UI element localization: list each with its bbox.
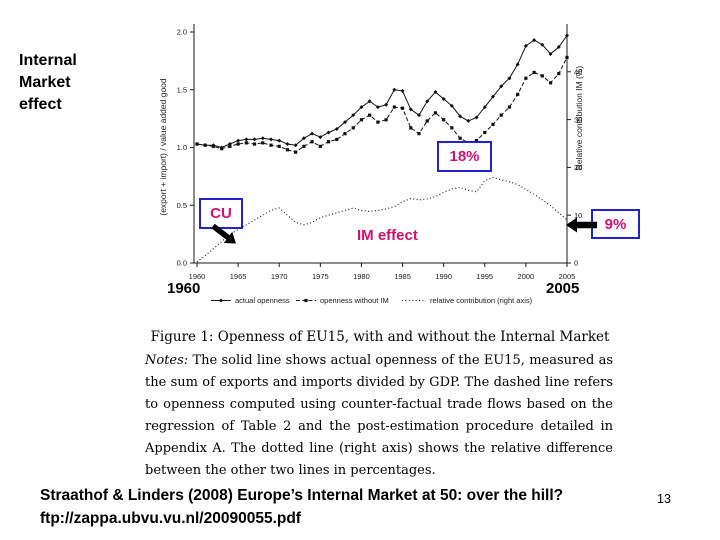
svg-text:40: 40	[574, 68, 582, 77]
svg-text:30: 30	[574, 115, 582, 124]
svg-text:2000: 2000	[518, 272, 535, 281]
page-number: 13	[657, 492, 671, 506]
svg-text:relative contribution (right a: relative contribution (right axis)	[430, 296, 533, 305]
figure-notes: Notes: The solid line shows actual openn…	[145, 350, 613, 482]
svg-text:2.0: 2.0	[177, 28, 187, 37]
svg-text:1.0: 1.0	[177, 143, 187, 152]
svg-text:Relative contribution IM (%): Relative contribution IM (%)	[574, 66, 584, 171]
cu-annotation-box: CU	[199, 198, 243, 229]
citation-url: ftp://zappa.ubvu.vu.nl/20090055.pdf	[40, 510, 301, 527]
svg-text:1960: 1960	[189, 272, 206, 281]
svg-text:1980: 1980	[353, 272, 370, 281]
svg-text:actual openness: actual openness	[235, 296, 290, 305]
peak-annotation-box: 18%	[437, 141, 492, 172]
start-year-label: 1960	[167, 280, 201, 297]
slide-side-label: Internal Market effect	[19, 52, 77, 113]
svg-text:1975: 1975	[312, 272, 329, 281]
svg-text:10: 10	[574, 211, 582, 220]
im-effect-label: IM effect	[357, 227, 418, 244]
svg-text:1965: 1965	[230, 272, 247, 281]
svg-text:1990: 1990	[435, 272, 452, 281]
figure-caption: Figure 1: Openness of EU15, with and wit…	[150, 329, 610, 345]
citation: Straathof & Linders (2008) Europe’s Inte…	[40, 484, 563, 530]
svg-text:0: 0	[574, 259, 578, 268]
notes-text: The solid line shows actual openness of …	[145, 353, 613, 478]
svg-text:(export + import) / value adde: (export + import) / value added good	[158, 78, 168, 216]
svg-text:20: 20	[574, 163, 582, 172]
citation-title: Straathof & Linders (2008) Europe’s Inte…	[40, 487, 564, 504]
end-annotation-box: 9%	[591, 209, 640, 239]
svg-text:2005: 2005	[559, 272, 576, 281]
svg-text:0.5: 0.5	[177, 201, 187, 210]
svg-text:1995: 1995	[476, 272, 493, 281]
peak-annotation-label: 18%	[449, 148, 480, 165]
figure-chart: 0.0 0.5 1.0 1.5 2.0 0 10 20 30 40 1960 1965 1970 1975…	[158, 24, 584, 305]
svg-text:1985: 1985	[394, 272, 411, 281]
svg-text:1970: 1970	[271, 272, 288, 281]
end-annotation-label: 9%	[604, 215, 627, 233]
cu-annotation-label: CU	[210, 205, 232, 222]
svg-text:1.5: 1.5	[177, 85, 187, 94]
svg-text:openness without IM: openness without IM	[320, 296, 389, 305]
end-year-label: 2005	[546, 280, 580, 297]
svg-text:0.0: 0.0	[177, 259, 187, 268]
notes-label: Notes:	[145, 353, 189, 368]
